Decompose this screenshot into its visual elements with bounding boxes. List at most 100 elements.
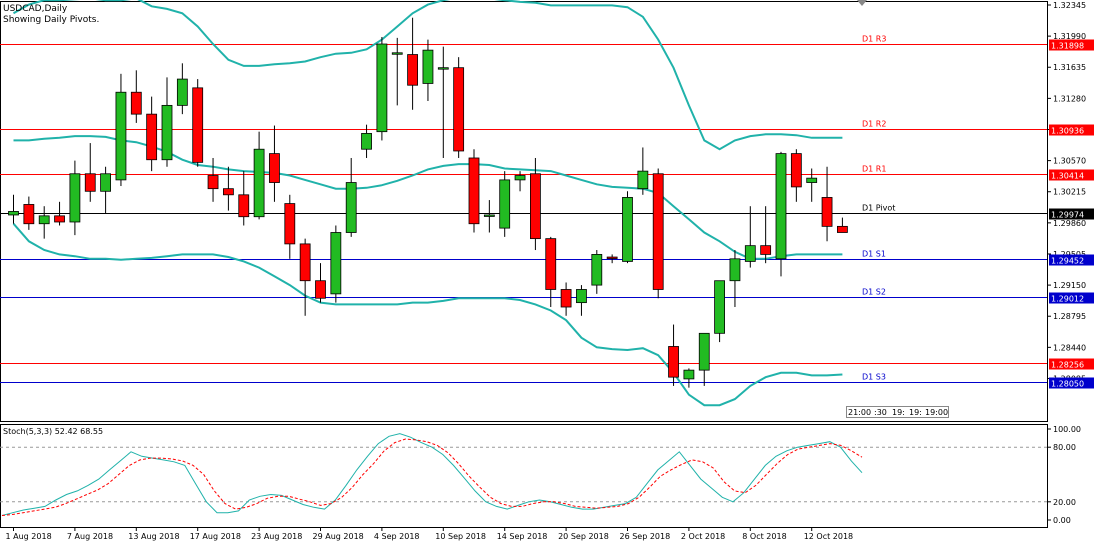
candle-body <box>222 188 234 196</box>
candle-body <box>837 225 848 233</box>
date-tick-label: 14 Sep 2018 <box>497 532 548 541</box>
pivot-price-tag-text: 1.29452 <box>1051 257 1084 266</box>
pivot-lines: D1 R3 D1 R2 D1 R1 D1 Pivot D1 S1 D1 S2 D1 S3 <box>0 35 1047 383</box>
candle-body <box>146 113 158 161</box>
price-tick-label: 1.28795 <box>1053 312 1086 321</box>
candle-body <box>376 43 388 133</box>
candle-body <box>54 215 65 223</box>
candle-body <box>269 153 280 183</box>
stoch-tick-label: 0.00 <box>1053 516 1071 525</box>
stoch-lines <box>1 433 863 516</box>
pivot-price-tag-text: 1.28050 <box>1051 380 1084 389</box>
symbol-title: USDCAD,Daily <box>3 4 68 14</box>
candle-body <box>514 175 526 181</box>
candle-body <box>668 346 679 378</box>
time-labels-box: 21:00:30 19: 19: 19:00 <box>846 406 949 418</box>
pivot-price-tag <box>1049 39 1094 51</box>
candle-body <box>744 245 756 262</box>
date-tick-label: 23 Aug 2018 <box>251 532 302 541</box>
candle-body <box>821 197 833 227</box>
candle-body <box>161 104 173 161</box>
candle-body <box>407 54 419 86</box>
candle-body <box>345 182 357 233</box>
date-tick-label: 4 Sep 2018 <box>374 532 420 541</box>
pivot-price-tag-text: 1.30936 <box>1051 127 1084 136</box>
date-tick-label: 20 Sep 2018 <box>558 532 609 541</box>
candle-body <box>698 332 710 371</box>
candle-body <box>530 173 541 240</box>
pivot-line-label: D1 R3 <box>862 35 886 44</box>
candle-body <box>453 67 465 152</box>
date-tick-label: 12 Oct 2018 <box>804 532 853 541</box>
candle-body <box>130 91 142 115</box>
candle-body <box>576 289 587 304</box>
candle-body <box>606 256 618 259</box>
date-tick-label: 26 Sep 2018 <box>620 532 671 541</box>
price-tick-label: 1.29505 <box>1053 250 1086 259</box>
time-label: 19:00 <box>925 408 948 417</box>
time-label: 19: <box>892 408 905 417</box>
pivot-price-tag-text: 1.28256 <box>1051 361 1084 370</box>
candle-body <box>315 280 326 299</box>
pivot-line-label: D1 Pivot <box>862 204 895 213</box>
time-label: :30 <box>874 408 887 417</box>
candlesticks[interactable] <box>8 17 848 388</box>
pivot-line-label: D1 R1 <box>862 165 886 174</box>
pivot-price-tag <box>1049 208 1094 220</box>
candle-body <box>437 67 449 70</box>
stoch-tick-label: 80.00 <box>1053 443 1076 452</box>
date-axis: 1 Aug 2018 7 Aug 2018 13 Aug 2018 17 Aug 20… <box>6 527 853 541</box>
candle-body <box>69 173 81 223</box>
pivot-line-label: D1 S1 <box>862 250 886 259</box>
candle-body <box>468 157 480 225</box>
pivot-price-tags: 1.31898 1.30936 1.30414 1.29974 1.29452 1.290… <box>1049 39 1094 389</box>
stoch-tick-label: 20.00 <box>1053 498 1076 507</box>
date-tick-label: 13 Aug 2018 <box>128 532 179 541</box>
candle-body <box>330 232 342 295</box>
stoch-axis: 100.00 80.00 20.00 0.00 <box>1047 425 1081 525</box>
candle-body <box>192 87 204 163</box>
pivot-price-tag-text: 1.31898 <box>1051 42 1084 51</box>
candle-body <box>253 148 265 218</box>
stoch-signal-line <box>1 438 863 516</box>
candle-body <box>115 91 127 181</box>
price-tick-label: 1.31990 <box>1053 32 1086 41</box>
candle-body <box>8 211 19 216</box>
candle-body <box>299 243 311 282</box>
candle-body <box>238 194 250 218</box>
pivot-price-tag-text: 1.29012 <box>1051 295 1084 304</box>
price-tick-label: 1.32345 <box>1053 1 1086 10</box>
candle-body <box>176 78 188 106</box>
date-tick-label: 17 Aug 2018 <box>190 532 241 541</box>
date-tick-label: 10 Sep 2018 <box>435 532 486 541</box>
date-tick-label: 29 Aug 2018 <box>313 532 364 541</box>
bollinger-lower-band <box>12 223 843 407</box>
candle-body <box>100 173 111 192</box>
pivot-price-tag-text: 1.30414 <box>1051 172 1084 181</box>
pivot-price-tag <box>1049 254 1094 266</box>
price-tick-label: 1.30215 <box>1053 188 1086 197</box>
stoch-indicator-label: Stoch(5,3,3) 52.42 68.55 <box>3 427 104 436</box>
bollinger-middle-band <box>13 135 843 260</box>
pivot-line-label: D1 S3 <box>862 373 886 382</box>
candle-body <box>729 258 741 282</box>
candle-body <box>499 179 511 229</box>
candle-body <box>391 52 403 55</box>
candle-body <box>284 203 296 245</box>
candle-body <box>591 254 603 286</box>
stoch-panel-frame <box>0 424 1048 528</box>
time-box-border <box>846 406 949 418</box>
date-tick-label: 2 Oct 2018 <box>681 532 725 541</box>
candle-body <box>560 289 572 308</box>
date-tick-label: 1 Aug 2018 <box>6 532 52 541</box>
stoch-main-line <box>1 433 863 516</box>
date-tick-label: 8 Oct 2018 <box>742 532 786 541</box>
price-tick-label: 1.29150 <box>1053 281 1086 290</box>
time-label: 19: <box>909 408 922 417</box>
price-tick-label: 1.31635 <box>1053 63 1086 72</box>
candle-body <box>38 215 50 225</box>
candle-body <box>637 170 649 190</box>
chart-shift-marker-icon[interactable] <box>857 0 867 6</box>
date-tick-label: 7 Aug 2018 <box>67 532 113 541</box>
